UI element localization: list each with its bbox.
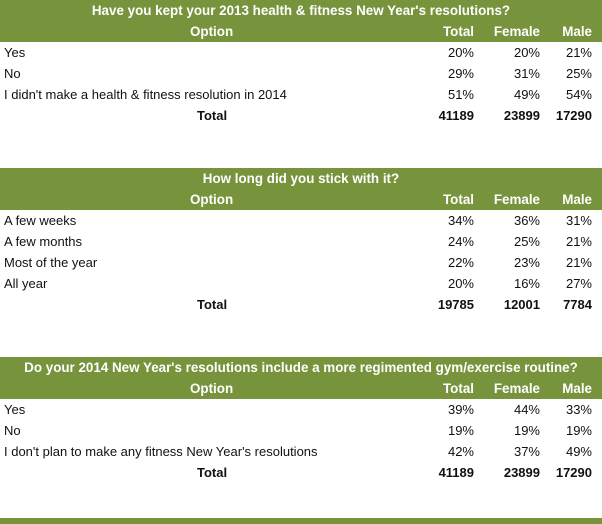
table-header-row: Option Total Female Male bbox=[0, 378, 602, 399]
cell-female: 36% bbox=[513, 213, 540, 228]
cell-option: Yes bbox=[4, 402, 26, 417]
cell-female: 19% bbox=[513, 423, 540, 438]
cell-total: 19% bbox=[447, 423, 474, 438]
totals-label: Total bbox=[197, 297, 228, 312]
header-female: Female bbox=[493, 24, 540, 39]
cell-option: A few months bbox=[4, 234, 83, 249]
totals-male: 17290 bbox=[555, 465, 592, 480]
header-total: Total bbox=[443, 24, 474, 39]
totals-female: 23899 bbox=[503, 108, 540, 123]
cell-total: 20% bbox=[447, 45, 474, 60]
table-header-row: Option Total Female Male bbox=[0, 21, 602, 42]
totals-label: Total bbox=[197, 465, 228, 480]
survey-table: How long did you stick with it? Option Tot… bbox=[0, 168, 602, 315]
totals-total: 41189 bbox=[438, 108, 474, 123]
bottom-divider-bar bbox=[0, 518, 602, 524]
survey-table: Do your 2014 New Year's resolutions incl… bbox=[0, 357, 602, 483]
cell-male: 27% bbox=[565, 276, 592, 291]
cell-male: 21% bbox=[565, 255, 592, 270]
survey-table: Have you kept your 2013 health & fitness… bbox=[0, 0, 602, 126]
totals-total: 19785 bbox=[437, 297, 474, 312]
cell-total: 20% bbox=[447, 276, 474, 291]
totals-row: Total 19785 12001 7784 bbox=[0, 294, 602, 315]
table-row: Yes 39% 44% 33% bbox=[0, 399, 602, 420]
cell-female: 31% bbox=[513, 66, 540, 81]
table-title: Do your 2014 New Year's resolutions incl… bbox=[0, 357, 602, 378]
cell-option: No bbox=[4, 423, 21, 438]
table-row: I don't plan to make any fitness New Yea… bbox=[0, 441, 602, 462]
cell-total: 24% bbox=[447, 234, 474, 249]
cell-female: 37% bbox=[513, 444, 540, 459]
cell-male: 19% bbox=[565, 423, 592, 438]
table-row: A few months 24% 25% 21% bbox=[0, 231, 602, 252]
cell-option: Yes bbox=[4, 45, 26, 60]
totals-male: 17290 bbox=[555, 108, 592, 123]
cell-option: All year bbox=[4, 276, 48, 291]
totals-row: Total 41189 23899 17290 bbox=[0, 105, 602, 126]
cell-total: 39% bbox=[447, 402, 474, 417]
table-header-row: Option Total Female Male bbox=[0, 189, 602, 210]
cell-male: 31% bbox=[565, 213, 592, 228]
table-row: Most of the year 22% 23% 21% bbox=[0, 252, 602, 273]
header-male: Male bbox=[562, 24, 592, 39]
totals-total: 41189 bbox=[438, 465, 474, 480]
table-row: All year 20% 16% 27% bbox=[0, 273, 602, 294]
cell-total: 42% bbox=[447, 444, 474, 459]
cell-total: 29% bbox=[447, 66, 474, 81]
cell-male: 49% bbox=[565, 444, 592, 459]
cell-male: 54% bbox=[565, 87, 592, 102]
cell-female: 49% bbox=[513, 87, 540, 102]
cell-female: 23% bbox=[513, 255, 540, 270]
cell-female: 20% bbox=[513, 45, 540, 60]
table-title: How long did you stick with it? bbox=[0, 168, 602, 189]
table-row: A few weeks 34% 36% 31% bbox=[0, 210, 602, 231]
header-total: Total bbox=[443, 192, 474, 207]
cell-male: 25% bbox=[565, 66, 592, 81]
cell-option: Most of the year bbox=[4, 255, 98, 270]
totals-female: 12001 bbox=[503, 297, 540, 312]
cell-total: 22% bbox=[447, 255, 474, 270]
totals-label: Total bbox=[197, 108, 228, 123]
cell-female: 16% bbox=[513, 276, 540, 291]
cell-total: 51% bbox=[447, 87, 474, 102]
table-row: No 19% 19% 19% bbox=[0, 420, 602, 441]
header-option: Option bbox=[190, 24, 234, 39]
header-male: Male bbox=[562, 381, 592, 396]
header-option: Option bbox=[190, 381, 234, 396]
cell-option: A few weeks bbox=[4, 213, 77, 228]
cell-male: 33% bbox=[565, 402, 592, 417]
table-row: Yes 20% 20% 21% bbox=[0, 42, 602, 63]
table-row: I didn't make a health & fitness resolut… bbox=[0, 84, 602, 105]
header-female: Female bbox=[493, 192, 540, 207]
cell-female: 44% bbox=[513, 402, 540, 417]
cell-total: 34% bbox=[447, 213, 474, 228]
totals-row: Total 41189 23899 17290 bbox=[0, 462, 602, 483]
cell-female: 25% bbox=[513, 234, 540, 249]
header-total: Total bbox=[443, 381, 474, 396]
cell-option: I didn't make a health & fitness resolut… bbox=[4, 87, 287, 102]
cell-option: No bbox=[4, 66, 21, 81]
table-title: Have you kept your 2013 health & fitness… bbox=[0, 0, 602, 21]
header-female: Female bbox=[493, 381, 540, 396]
cell-male: 21% bbox=[565, 45, 592, 60]
header-male: Male bbox=[562, 192, 592, 207]
totals-female: 23899 bbox=[503, 465, 540, 480]
cell-option: I don't plan to make any fitness New Yea… bbox=[4, 444, 318, 459]
totals-male: 7784 bbox=[563, 297, 592, 312]
header-option: Option bbox=[190, 192, 234, 207]
cell-male: 21% bbox=[565, 234, 592, 249]
table-row: No 29% 31% 25% bbox=[0, 63, 602, 84]
